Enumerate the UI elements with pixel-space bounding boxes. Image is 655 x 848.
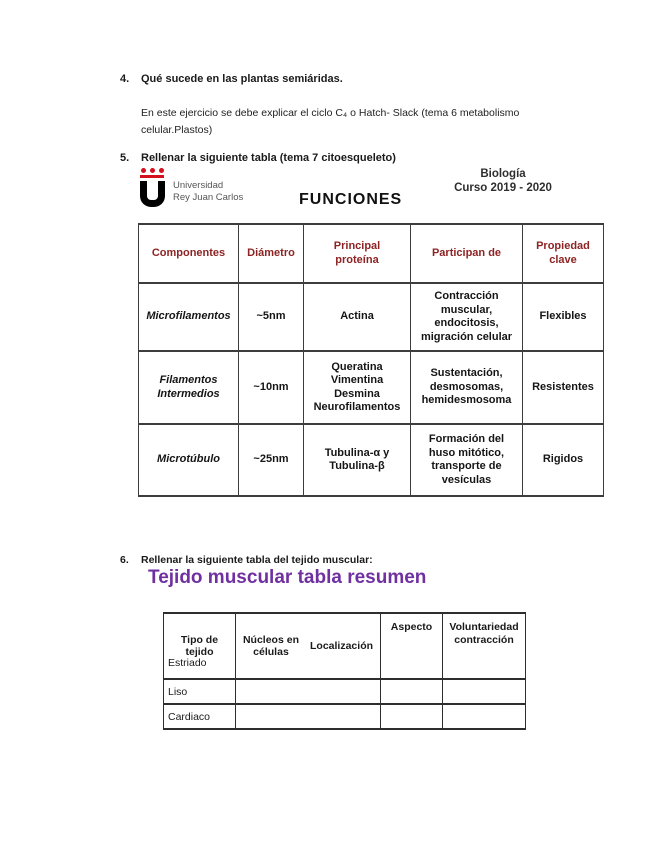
empty-cell xyxy=(380,678,443,705)
cell-participan: Sustentación, desmosomas, hemidesmosoma xyxy=(410,350,523,425)
row-label-liso: Liso xyxy=(163,678,236,705)
cell-participan: Formación del huso mitótico, transporte … xyxy=(410,423,523,497)
tejido-row-cardiaco: Cardiaco xyxy=(163,703,526,730)
cell-participan: Contracción muscular, endocitosis, migra… xyxy=(410,282,523,352)
cell-componente: Microtúbulo xyxy=(138,423,239,497)
empty-cell xyxy=(442,703,526,730)
header-aspecto: Aspecto xyxy=(380,612,443,680)
question-5-heading: 5. Rellenar la siguiente tabla (tema 7 c… xyxy=(120,152,580,164)
header-nucleos-localizacion: Núcleos en células Localización xyxy=(235,612,381,680)
urjc-logo: Universidad Rey Juan Carlos xyxy=(140,168,243,207)
cell-propiedad: Flexibles xyxy=(522,282,604,352)
logo-dot xyxy=(159,168,164,173)
urjc-logo-mark xyxy=(140,168,166,207)
row-label-cardiaco: Cardiaco xyxy=(163,703,236,730)
funciones-title: FUNCIONES xyxy=(299,191,403,208)
cell-diametro: ~25nm xyxy=(238,423,304,497)
header-localizacion: Localización xyxy=(310,639,374,652)
logo-dot xyxy=(141,168,146,173)
empty-cell xyxy=(442,678,526,705)
cell-componente: Microfilamentos xyxy=(138,282,239,352)
table-row-microtubulo: Microtúbulo ~25nm Tubulina-α y Tubulina-… xyxy=(138,423,604,497)
question-4-title: Qué sucede en las plantas semiáridas. xyxy=(141,73,343,85)
funciones-table-header-row: Componentes Diámetro Principal proteína … xyxy=(138,223,604,284)
logo-u-letter-icon xyxy=(140,181,165,207)
header-principal-proteina: Principal proteína xyxy=(303,223,411,284)
empty-cell xyxy=(235,678,381,705)
tejido-muscular-table: Tipo de tejido Estriado Núcleos en célul… xyxy=(163,612,526,730)
cell-propiedad: Resistentes xyxy=(522,350,604,425)
course-info: Biología Curso 2019 - 2020 xyxy=(413,167,593,195)
header-participan-de: Participan de xyxy=(410,223,523,284)
cell-componente: Filamentos Intermedios xyxy=(138,350,239,425)
question-6-heading: 6. Rellenar la siguiente tabla del tejid… xyxy=(120,554,580,566)
course-subject: Biología xyxy=(480,168,526,180)
empty-cell xyxy=(235,703,381,730)
university-name-line1: Universidad xyxy=(173,180,224,191)
question-4-number: 4. xyxy=(120,73,130,85)
row-label-estriado: Estriado xyxy=(168,656,207,669)
tejido-table-header-row: Tipo de tejido Estriado Núcleos en célul… xyxy=(163,612,526,680)
cell-diametro: ~10nm xyxy=(238,350,304,425)
tejido-muscular-table-title: Tejido muscular tabla resumen xyxy=(148,567,427,588)
tejido-row-liso: Liso xyxy=(163,678,526,705)
cell-propiedad: Rigidos xyxy=(522,423,604,497)
header-propiedad-clave: Propiedad clave xyxy=(522,223,604,284)
question-6-title: Rellenar la siguiente tabla del tejido m… xyxy=(141,554,373,566)
header-diametro: Diámetro xyxy=(238,223,304,284)
logo-dots-icon xyxy=(141,168,166,173)
question-4-answer-text: En este ejercicio se debe explicar el ci… xyxy=(141,107,520,136)
funciones-table: Componentes Diámetro Principal proteína … xyxy=(138,223,604,497)
course-year: Curso 2019 - 2020 xyxy=(454,182,552,194)
table-row-microfilamentos: Microfilamentos ~5nm Actina Contracción … xyxy=(138,282,604,352)
question-5-number: 5. xyxy=(120,152,130,164)
cell-proteina: Tubulina-α y Tubulina-β xyxy=(303,423,411,497)
header-voluntariedad: Voluntariedad contracción xyxy=(442,612,526,680)
table-row-filamentos-intermedios: Filamentos Intermedios ~10nm Queratina V… xyxy=(138,350,604,425)
logo-bar xyxy=(140,175,164,178)
question-5-title: Rellenar la siguiente tabla (tema 7 cito… xyxy=(141,152,396,164)
header-componentes: Componentes xyxy=(138,223,239,284)
university-name-line2: Rey Juan Carlos xyxy=(173,192,244,203)
cell-proteina: Queratina Vimentina Desmina Neurofilamen… xyxy=(303,350,411,425)
header-nucleos: Núcleos en células xyxy=(242,633,299,659)
cell-diametro: ~5nm xyxy=(238,282,304,352)
cell-proteina: Actina xyxy=(303,282,411,352)
empty-cell xyxy=(380,703,443,730)
question-6-number: 6. xyxy=(120,554,129,566)
question-4-heading: 4. Qué sucede en las plantas semiáridas. xyxy=(120,73,580,85)
header-tipo-label: Tipo de tejido xyxy=(180,633,219,659)
logo-dot xyxy=(150,168,155,173)
header-tipo-de-tejido: Tipo de tejido Estriado xyxy=(163,612,236,680)
university-name: Universidad Rey Juan Carlos xyxy=(173,180,243,207)
